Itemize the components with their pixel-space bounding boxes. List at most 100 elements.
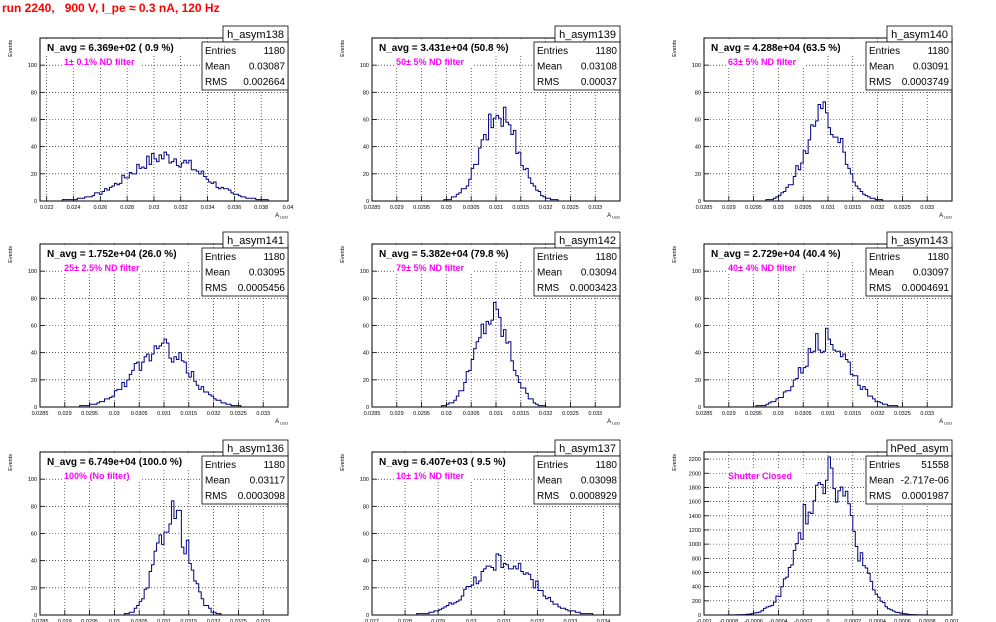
stats-value: 0.03094 [581,268,618,279]
x-tick-label: 0.0325 [894,411,911,417]
x-tick-label: 0.0295 [81,411,98,417]
x-tick-label: 0.0295 [413,205,430,211]
y-axis-label: Events [340,40,346,57]
stats-value: 0.0003749 [902,77,950,88]
x-tick-label: 0.0008 [919,619,936,622]
stats-value: 1180 [927,46,949,57]
histogram-panel-h_asym136: 0 20 40 60 80 100 0.0285 0.029 0.0295 0.03 0.0305 0… [8,439,289,622]
x-tick-label: 0.029 [390,411,404,417]
x-tick-label: 0.03 [441,411,452,417]
x-tick-label: 0.0285 [32,411,49,417]
y-tick-label: 100 [360,477,369,483]
y-tick-label: 60 [31,324,37,330]
x-tick-label: 0.032 [539,205,553,211]
stats-box [533,455,621,505]
x-tick-label: -0.0006 [744,619,763,622]
stats-key: RMS [537,77,560,88]
navg-box [43,454,198,468]
x-tick-label: 0.0325 [230,411,247,417]
x-tick-label: 0.029 [722,205,736,211]
y-tick-label: 20 [363,172,369,178]
navg-box [707,246,862,260]
x-tick-label: 0.026 [93,205,107,211]
y-tick-label: 0 [366,405,369,411]
histogram-series [704,456,952,616]
x-tick-label: 0.0006 [894,619,911,622]
y-axis-label: Events [672,246,678,263]
y-tick-label: 60 [363,118,369,124]
y-tick-label: 0 [366,613,369,619]
x-tick-label: 0.03 [441,205,452,211]
histogram-panel-hPed_asym: 0 200 400 600 800 1000 1200 1400 1600 1800 2000 220… [672,439,959,622]
histogram-series [372,106,620,202]
x-tick-label: 0.0285 [364,411,381,417]
navg-box [43,246,198,260]
x-tick-label: 0.036 [227,205,241,211]
x-axis-label: A LED [275,419,288,426]
stats-value: 0.0005456 [238,283,286,294]
x-tick-label: 0.0305 [131,619,148,622]
navg-label: N_avg = 1.752e+04 (26.0 %) [47,249,177,260]
navg-box [375,454,530,468]
note-backdrop [394,470,474,482]
histogram-panel-h_asym142: 0 20 40 60 80 100 0.0285 0.029 0.0295 0.03 0.0305 0… [340,231,621,426]
stats-value: 0.002664 [243,77,285,88]
x-tick-label: 0.034 [201,205,215,211]
y-tick-label: 80 [695,296,701,302]
x-tick-label: 0.0004 [869,619,886,622]
x-tick-label: 0.033 [588,205,602,211]
filter-note: 40± 4% ND filter [728,263,796,273]
x-tick-label: 0.031 [157,619,171,622]
y-tick-label: 100 [360,269,369,275]
x-axis-label: A LED [275,213,288,220]
stats-box [533,247,621,297]
x-tick-label: 0.0315 [512,205,529,211]
x-axis-subscript: LED [611,215,620,220]
filter-note: 63± 5% ND filter [728,57,796,67]
stats-key: Entries [205,460,236,471]
stats-value: 0.0008929 [570,491,618,502]
y-tick-label: 20 [695,172,701,178]
y-tick-label: 80 [695,90,701,96]
navg-box [43,40,198,54]
stats-value: 0.03117 [250,476,286,487]
histogram-name: h_asym137 [559,443,616,455]
y-tick-label: 100 [360,63,369,69]
histogram-panel-h_asym138: 0 20 40 60 80 100 0.022 0.024 0.026 0.028 0.03 0.03… [8,25,293,220]
stats-key: Mean [869,476,894,487]
stats-value: 0.0003423 [570,283,618,294]
x-axis-subscript: LED [943,421,952,426]
histogram-panel-h_asym141: 0 20 40 60 80 100 0.0285 0.029 0.0295 0.03 0.0305 0… [8,231,289,426]
stats-value: 0.0004691 [902,283,950,294]
y-tick-label: 0 [698,199,701,205]
stats-value: 0.0003098 [238,491,286,502]
stats-key: Mean [205,476,230,487]
x-tick-label: 0.024 [67,205,81,211]
y-axis-label: Events [340,454,346,471]
y-tick-label: 40 [363,559,369,565]
x-axis-subscript: LED [279,421,288,426]
stats-key: Entries [537,460,568,471]
navg-label: N_avg = 6.369e+02 ( 0.9 %) [47,43,174,54]
x-tick-label: 0.031 [157,411,171,417]
y-tick-label: 40 [363,145,369,151]
y-tick-label: 40 [31,145,37,151]
x-tick-label: 0.032 [207,619,221,622]
histogram-series [40,151,288,202]
y-tick-label: 0 [34,405,37,411]
navg-box [375,246,530,260]
stats-box [865,247,953,297]
histogram-name: h_asym136 [227,443,284,455]
x-tick-label: 0.03 [773,205,784,211]
stats-box [201,247,289,297]
y-tick-label: 40 [31,559,37,565]
x-tick-label: 0.028 [398,619,412,622]
x-axis-label: A LED [607,213,620,220]
stats-key: Mean [869,62,894,73]
x-tick-label: 0.031 [821,205,835,211]
x-tick-label: 0.0315 [512,411,529,417]
y-tick-label: 100 [692,63,701,69]
x-tick-label: 0.033 [920,205,934,211]
x-axis-label: A LED [939,419,952,426]
x-tick-label: 0.0315 [844,411,861,417]
